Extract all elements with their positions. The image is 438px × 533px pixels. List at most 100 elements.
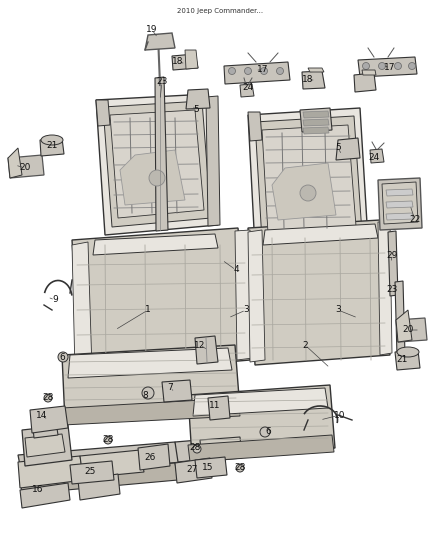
Text: 1: 1 <box>145 305 151 314</box>
Polygon shape <box>262 125 356 233</box>
Polygon shape <box>172 54 198 70</box>
Circle shape <box>261 68 268 75</box>
Polygon shape <box>70 461 114 484</box>
Text: 17: 17 <box>384 63 396 72</box>
Polygon shape <box>110 110 204 218</box>
Text: 19: 19 <box>146 26 158 35</box>
Text: 6: 6 <box>59 353 65 362</box>
Text: 18: 18 <box>172 58 184 67</box>
Text: 9: 9 <box>52 295 58 304</box>
Polygon shape <box>248 112 262 141</box>
Ellipse shape <box>41 135 63 145</box>
Polygon shape <box>8 155 44 178</box>
Text: 12: 12 <box>194 341 206 350</box>
Polygon shape <box>248 230 265 362</box>
Polygon shape <box>303 127 329 134</box>
Polygon shape <box>240 84 254 97</box>
Text: 28: 28 <box>102 435 114 445</box>
Text: 5: 5 <box>335 143 341 152</box>
Polygon shape <box>68 348 232 378</box>
Text: 28: 28 <box>189 443 201 453</box>
Polygon shape <box>395 281 405 356</box>
Polygon shape <box>72 228 250 375</box>
Circle shape <box>378 62 385 69</box>
Polygon shape <box>185 50 198 69</box>
Circle shape <box>104 436 112 444</box>
Text: 2010 Jeep Commander...: 2010 Jeep Commander... <box>177 8 263 14</box>
Text: 23: 23 <box>156 77 168 86</box>
Polygon shape <box>200 437 242 462</box>
Circle shape <box>276 68 283 75</box>
Polygon shape <box>93 234 218 255</box>
Circle shape <box>44 394 52 402</box>
Polygon shape <box>300 108 332 132</box>
Circle shape <box>193 445 201 453</box>
Polygon shape <box>30 406 68 433</box>
Polygon shape <box>224 62 290 84</box>
Polygon shape <box>162 380 192 402</box>
Text: 24: 24 <box>242 84 254 93</box>
Circle shape <box>244 68 251 75</box>
Text: 14: 14 <box>36 410 48 419</box>
Circle shape <box>58 352 68 362</box>
Polygon shape <box>145 33 175 50</box>
Text: 16: 16 <box>32 486 44 495</box>
Polygon shape <box>195 457 227 478</box>
Polygon shape <box>396 310 412 342</box>
Polygon shape <box>272 163 336 220</box>
Polygon shape <box>378 222 392 355</box>
Polygon shape <box>96 100 110 126</box>
Circle shape <box>236 464 244 472</box>
Text: 29: 29 <box>386 251 398 260</box>
Text: 6: 6 <box>265 427 271 437</box>
Text: 2: 2 <box>302 341 308 350</box>
Circle shape <box>229 68 236 75</box>
Polygon shape <box>188 435 334 462</box>
Polygon shape <box>62 398 240 425</box>
Polygon shape <box>354 73 376 92</box>
Text: 5: 5 <box>193 106 199 115</box>
Text: 23: 23 <box>386 286 398 295</box>
Polygon shape <box>303 111 329 118</box>
Polygon shape <box>20 463 178 494</box>
Text: 21: 21 <box>396 356 408 365</box>
Polygon shape <box>25 434 65 457</box>
Polygon shape <box>8 148 22 178</box>
Text: 25: 25 <box>84 467 95 477</box>
Polygon shape <box>195 336 218 364</box>
Text: 22: 22 <box>410 215 420 224</box>
Text: 3: 3 <box>335 305 341 314</box>
Polygon shape <box>103 101 211 227</box>
Polygon shape <box>336 138 360 160</box>
Text: 27: 27 <box>186 465 198 474</box>
Polygon shape <box>235 230 253 360</box>
Circle shape <box>260 427 270 437</box>
Polygon shape <box>248 108 368 248</box>
Polygon shape <box>382 182 418 224</box>
Text: 20: 20 <box>403 326 413 335</box>
Polygon shape <box>388 231 398 296</box>
Text: 15: 15 <box>202 464 214 472</box>
Polygon shape <box>175 458 212 483</box>
Polygon shape <box>362 70 376 75</box>
Text: 4: 4 <box>233 265 239 274</box>
Polygon shape <box>80 450 144 478</box>
Polygon shape <box>32 415 58 438</box>
Text: 3: 3 <box>243 305 249 314</box>
Polygon shape <box>206 96 220 226</box>
Polygon shape <box>96 94 218 235</box>
Text: 18: 18 <box>302 76 314 85</box>
Circle shape <box>149 170 165 186</box>
Text: 8: 8 <box>142 392 148 400</box>
Text: 20: 20 <box>19 164 31 173</box>
Polygon shape <box>138 444 170 470</box>
Polygon shape <box>358 57 417 77</box>
Circle shape <box>395 62 402 69</box>
Polygon shape <box>263 224 378 245</box>
Polygon shape <box>386 189 413 196</box>
Polygon shape <box>396 318 427 342</box>
Polygon shape <box>62 345 240 422</box>
Polygon shape <box>386 213 413 220</box>
Text: 11: 11 <box>209 400 221 409</box>
Text: 10: 10 <box>334 410 346 419</box>
